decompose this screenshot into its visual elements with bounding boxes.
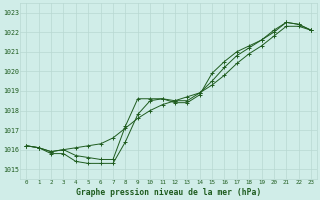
- X-axis label: Graphe pression niveau de la mer (hPa): Graphe pression niveau de la mer (hPa): [76, 188, 261, 197]
